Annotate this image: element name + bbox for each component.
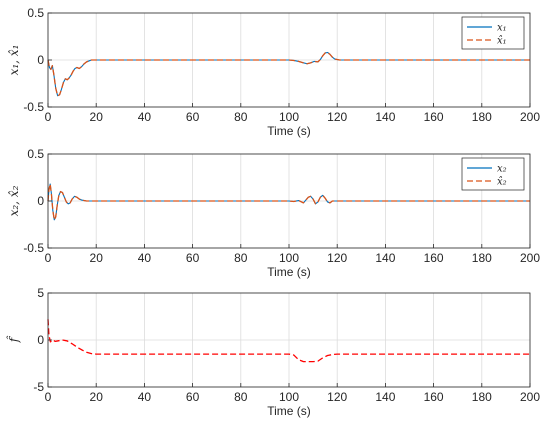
y-tick-label: -5 bbox=[33, 380, 44, 394]
y-tick-label: 0.5 bbox=[27, 147, 44, 161]
chart-panel-1: 0 20 40 60 80 100 120 140 160 180 200-0.500.5Time … bbox=[7, 6, 540, 138]
x-tick-label: 120 bbox=[327, 110, 347, 124]
legend: x₂ x̂₂ bbox=[461, 157, 525, 191]
legend: x₁ x̂₁ bbox=[461, 16, 525, 50]
x-tick-label: 20 bbox=[90, 390, 104, 404]
x-tick-label: 100 bbox=[279, 110, 299, 124]
x-tick-label: 140 bbox=[375, 390, 395, 404]
x-tick-label: 60 bbox=[186, 251, 200, 265]
x-tick-label: 180 bbox=[472, 251, 492, 265]
x-axis-label: Time (s) bbox=[267, 404, 311, 418]
x-tick-label: 140 bbox=[375, 110, 395, 124]
x-tick-label: 120 bbox=[327, 251, 347, 265]
x-tick-label: 120 bbox=[327, 390, 347, 404]
y-tick-label: 0 bbox=[37, 194, 44, 208]
legend-label-1: x₂ bbox=[497, 164, 507, 175]
series-line-1 bbox=[47, 51, 530, 97]
x-tick-label: 180 bbox=[472, 390, 492, 404]
x-tick-label: 40 bbox=[138, 390, 152, 404]
x-tick-label: 40 bbox=[138, 110, 152, 124]
x-tick-label: 0 bbox=[45, 110, 52, 124]
x-tick-label: 200 bbox=[520, 251, 540, 265]
y-tick-label: 0 bbox=[37, 333, 44, 347]
x-axis-label: Time (s) bbox=[267, 124, 311, 138]
x-tick-label: 0 bbox=[45, 251, 52, 265]
x-tick-label: 40 bbox=[138, 251, 152, 265]
x-tick-label: 60 bbox=[186, 390, 200, 404]
y-tick-label: 0 bbox=[37, 53, 44, 67]
y-tick-label: 5 bbox=[37, 286, 44, 300]
series-line-2 bbox=[47, 183, 530, 221]
y-tick-label: -0.5 bbox=[23, 100, 44, 114]
x-tick-label: 80 bbox=[234, 110, 248, 124]
x-tick-label: 80 bbox=[234, 390, 248, 404]
x-tick-label: 180 bbox=[472, 110, 492, 124]
x-tick-label: 200 bbox=[520, 110, 540, 124]
x-tick-label: 200 bbox=[520, 390, 540, 404]
x-tick-label: 140 bbox=[375, 251, 395, 265]
legend-box bbox=[461, 157, 525, 191]
y-axis-label: x₂, x̂₂ bbox=[7, 185, 21, 216]
legend-label-2: x̂₁ bbox=[497, 36, 507, 47]
x-tick-label: 60 bbox=[186, 110, 200, 124]
legend-box bbox=[461, 16, 525, 50]
x-tick-label: 100 bbox=[279, 251, 299, 265]
x-axis-label: Time (s) bbox=[267, 265, 311, 279]
x-tick-label: 100 bbox=[279, 390, 299, 404]
legend-label-2: x̂₂ bbox=[497, 177, 507, 188]
legend-label-1: x₁ bbox=[497, 23, 507, 34]
y-axis-label: x₁, x̂₁ bbox=[7, 45, 21, 76]
y-axis-label: f̂ bbox=[5, 335, 21, 343]
series-line-1 bbox=[47, 319, 530, 363]
x-tick-label: 80 bbox=[234, 251, 248, 265]
x-tick-label: 20 bbox=[90, 251, 104, 265]
x-tick-label: 20 bbox=[90, 110, 104, 124]
x-tick-label: 160 bbox=[424, 110, 444, 124]
x-tick-label: 160 bbox=[424, 390, 444, 404]
y-tick-label: -0.5 bbox=[23, 241, 44, 255]
x-tick-label: 160 bbox=[424, 251, 444, 265]
y-tick-label: 0.5 bbox=[27, 6, 44, 20]
x-tick-label: 0 bbox=[45, 390, 52, 404]
chart-panel-2: 0 20 40 60 80 100 120 140 160 180 200-0.500.5Time … bbox=[7, 147, 540, 279]
